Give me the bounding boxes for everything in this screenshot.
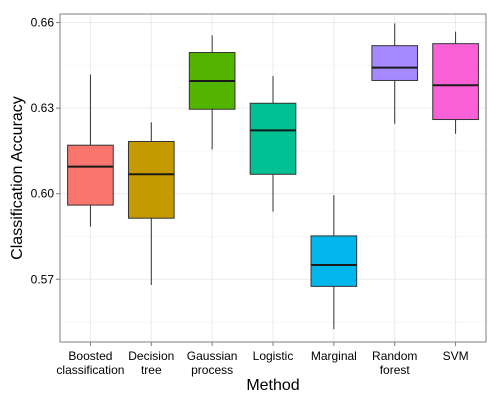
x-tick-label: Boosted classification bbox=[56, 349, 124, 377]
x-tick-label-line: process bbox=[191, 363, 233, 377]
box-group bbox=[432, 31, 479, 134]
x-tick-label-line: tree bbox=[141, 363, 162, 377]
box-iqr bbox=[310, 235, 358, 287]
box-group bbox=[127, 122, 175, 285]
box-group bbox=[67, 74, 114, 227]
x-tick-label: Random forest bbox=[372, 349, 417, 377]
box-group bbox=[310, 195, 358, 330]
x-tick-label: Logistic bbox=[253, 349, 294, 363]
x-tick-label: Gaussian process bbox=[187, 349, 238, 377]
box-group bbox=[371, 23, 419, 124]
y-tick-label: 0.63 bbox=[31, 101, 55, 115]
x-tick-label-line: Random bbox=[372, 349, 417, 363]
x-tick-label: SVM bbox=[443, 349, 469, 363]
x-tick-label-line: classification bbox=[56, 363, 124, 377]
boxes-layer bbox=[67, 23, 479, 330]
x-tick-label-line: forest bbox=[380, 363, 411, 377]
y-tick-label: 0.66 bbox=[31, 16, 55, 30]
box-iqr bbox=[432, 43, 479, 121]
box-group bbox=[188, 35, 236, 150]
box-group bbox=[249, 75, 297, 212]
x-tick-label-line: Marginal bbox=[311, 349, 357, 363]
x-tick-label: Marginal bbox=[311, 349, 357, 363]
y-axis-title: Classification Accuracy bbox=[9, 96, 26, 260]
x-tick-label-line: Boosted bbox=[68, 349, 112, 363]
box-iqr bbox=[249, 102, 297, 175]
x-tick-label-line: SVM bbox=[443, 349, 469, 363]
x-tick-label-line: Logistic bbox=[253, 349, 294, 363]
y-tick-label: 0.57 bbox=[31, 272, 55, 286]
box-iqr bbox=[67, 144, 114, 206]
x-tick-label-line: Gaussian bbox=[187, 349, 238, 363]
box-iqr bbox=[127, 140, 175, 219]
x-axis-title: Method bbox=[246, 377, 299, 394]
y-tick-label: 0.60 bbox=[31, 187, 55, 201]
x-tick-label: Decision tree bbox=[128, 349, 174, 377]
box-iqr bbox=[371, 45, 419, 81]
x-tick-label-line: Decision bbox=[128, 349, 174, 363]
